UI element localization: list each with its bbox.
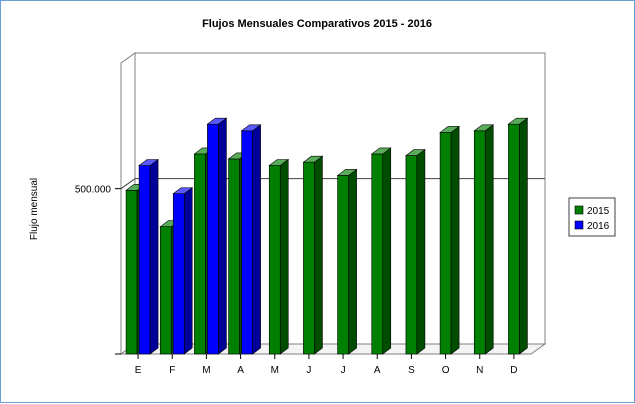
bar-front (303, 161, 315, 355)
bar-side (279, 158, 289, 355)
bar-front (508, 123, 520, 355)
x-tick-label: E (135, 365, 142, 376)
bar-top (336, 169, 358, 176)
bar-top (370, 147, 392, 155)
bar-2015-4 (268, 158, 290, 355)
bar-front (194, 153, 206, 355)
bar-top (172, 187, 194, 194)
bar-side (314, 155, 323, 355)
bar-front (241, 130, 253, 355)
bar-side (382, 147, 392, 355)
bar-side (450, 125, 460, 355)
bar-side (218, 117, 227, 355)
bar-front (172, 193, 185, 355)
legend-label: 2015 (587, 206, 610, 217)
bar-side (348, 168, 357, 355)
bar-2016-1 (172, 187, 194, 355)
gridline-side (120, 178, 136, 190)
bar-side (484, 124, 494, 355)
bar-2015-9 (439, 125, 460, 355)
bar-2016-3 (240, 124, 262, 355)
bar-front (125, 190, 138, 355)
x-tick-label: M (271, 365, 279, 376)
y-axis-label: Flujo mensual (29, 178, 40, 240)
bar-side (149, 158, 159, 355)
bar-2016-0 (138, 158, 159, 355)
chart-title: Flujos Mensuales Comparativos 2015 - 201… (202, 18, 432, 30)
legend-swatch (574, 220, 584, 230)
bar-side (252, 124, 261, 355)
x-tick-label: A (374, 365, 381, 376)
bar-top (240, 124, 262, 132)
bar-front (138, 165, 151, 355)
bar-2015-10 (473, 124, 495, 355)
bar-top (473, 124, 495, 132)
bar-2015-8 (405, 148, 426, 355)
bar-front (473, 130, 486, 355)
bar-top (439, 126, 460, 133)
bar-front (207, 123, 219, 355)
x-tick-label: S (408, 365, 415, 376)
bar-top (268, 159, 290, 166)
legend: 2015 2016 (568, 197, 616, 237)
x-tick-label: A (237, 365, 244, 376)
bar-side (519, 117, 528, 355)
x-tick-label: O (442, 365, 450, 376)
bar-front (337, 175, 349, 355)
bar-top (302, 155, 324, 163)
bar-side (416, 148, 426, 355)
bar-2015-5 (302, 155, 324, 355)
bar-front (405, 155, 418, 355)
bar-front (228, 158, 240, 355)
legend-swatch (574, 205, 584, 215)
bar-side (183, 187, 193, 355)
x-tick-label: N (476, 365, 483, 376)
bar-front (371, 153, 384, 355)
x-tick-label: M (202, 365, 210, 376)
x-tick-label: J (306, 365, 311, 376)
bar-2015-11 (507, 117, 529, 355)
bar-2015-7 (370, 147, 392, 355)
x-tick-label: F (169, 365, 175, 376)
bar-front (268, 165, 281, 355)
chart-bars (125, 117, 529, 355)
bar-top (405, 149, 426, 156)
bar-top (138, 159, 159, 166)
x-tick-label: J (341, 365, 346, 376)
bar-top (507, 117, 529, 125)
legend-label: 2016 (587, 221, 610, 232)
x-tick-label: D (510, 365, 517, 376)
bar-2016-2 (206, 117, 228, 355)
bar-front (159, 226, 172, 355)
bar-top (206, 117, 228, 125)
y-axis-ticks: 500.000 (75, 185, 121, 355)
bar-front (439, 132, 452, 355)
bar-2015-6 (336, 168, 358, 355)
y-tick-label: 500.000 (75, 185, 112, 196)
legend-box (568, 197, 616, 237)
